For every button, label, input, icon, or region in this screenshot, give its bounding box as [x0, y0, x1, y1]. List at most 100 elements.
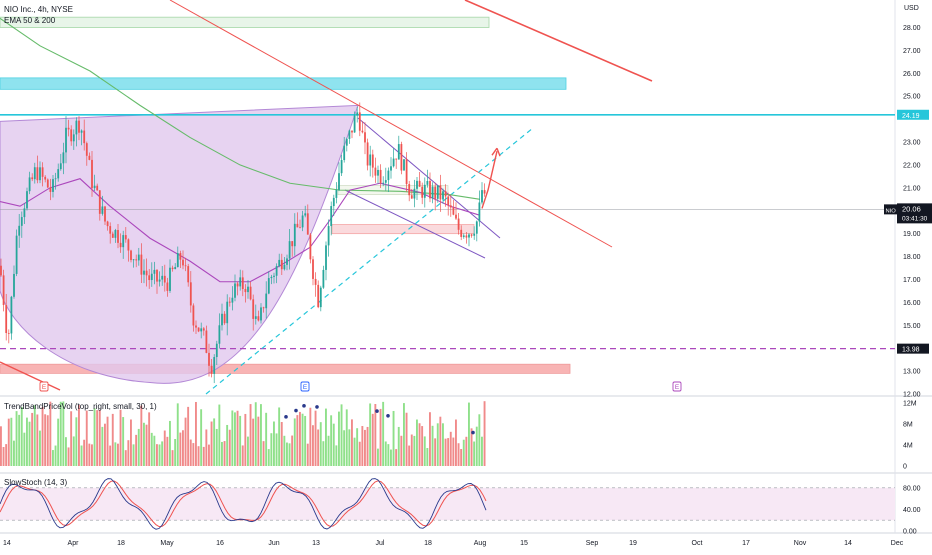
candle-body	[439, 185, 442, 200]
volume-bar	[462, 439, 465, 466]
price-axis-tick: 12.00	[903, 392, 921, 399]
volume-bar	[449, 431, 452, 466]
volume-bar	[111, 413, 114, 466]
volume-bar	[265, 412, 268, 466]
candle-body	[20, 217, 23, 226]
candle-body	[184, 265, 187, 267]
candle-body	[397, 144, 400, 160]
volume-bar	[101, 426, 104, 466]
candle-body	[470, 234, 473, 236]
candle-body	[304, 213, 307, 216]
volume-bar	[197, 446, 200, 466]
volume-axis-tick: 8M	[903, 422, 913, 429]
volume-bar	[221, 441, 223, 466]
candle-body	[460, 229, 463, 237]
candle-body	[299, 227, 301, 229]
volume-bar	[15, 411, 18, 466]
volume-bar	[408, 445, 411, 466]
candle-body	[418, 180, 421, 187]
volume-bar	[356, 428, 359, 466]
time-axis-tick: Apr	[68, 540, 80, 547]
symbol-tag-label: NIO	[886, 208, 897, 214]
candle-body	[236, 283, 239, 287]
volume-bar	[46, 415, 49, 466]
candle-body	[296, 223, 299, 228]
volume-bar	[143, 422, 145, 466]
volume-bar	[403, 403, 405, 466]
stoch-axis-tick: 40.00	[903, 507, 921, 514]
earnings-marker[interactable]	[300, 381, 310, 392]
volume-bar	[309, 407, 312, 466]
volume-bar	[135, 434, 138, 466]
candle-body	[67, 127, 70, 130]
symbol-header: NIO Inc., 4h, NYSE	[4, 5, 73, 14]
time-axis-tick: Dec	[891, 540, 904, 547]
candle-body	[189, 282, 192, 306]
volume-bar	[319, 422, 322, 466]
candle-body	[18, 225, 21, 236]
volume-bar	[257, 416, 260, 466]
volume-bar	[140, 405, 143, 466]
candle-body	[273, 275, 275, 277]
volume-bar	[72, 436, 75, 466]
candle-body	[72, 134, 75, 142]
volume-bar	[213, 418, 216, 466]
candle-body	[252, 299, 255, 319]
candle-body	[234, 283, 236, 298]
candle-body	[254, 316, 257, 319]
candle-body	[278, 259, 281, 267]
volume-bar	[291, 435, 294, 466]
stoch-axis-tick: 80.00	[903, 485, 921, 492]
volume-bar	[7, 418, 10, 466]
candle-body	[23, 208, 26, 218]
candle-body	[83, 130, 86, 144]
volume-bar	[26, 417, 28, 466]
volume-bar	[228, 429, 231, 466]
volume-bar	[31, 412, 34, 466]
candle-body	[358, 112, 361, 131]
earnings-marker[interactable]	[39, 381, 49, 392]
candle-body	[442, 191, 444, 200]
last-price-label: 20.06	[902, 204, 921, 213]
candle-body	[267, 278, 270, 294]
candle-body	[200, 328, 203, 332]
candle-body	[280, 259, 283, 270]
volume-bar	[288, 443, 291, 466]
candle-body	[483, 190, 486, 194]
volume-bar	[366, 426, 369, 466]
candle-body	[124, 235, 127, 240]
candle-body	[205, 330, 208, 353]
earnings-marker[interactable]	[672, 381, 682, 392]
volume-bar	[306, 443, 309, 466]
volume-bar	[444, 438, 447, 466]
volume-bar	[36, 414, 39, 466]
candle-body	[319, 287, 322, 308]
candle-body	[80, 130, 83, 133]
candle-body	[457, 218, 460, 230]
projection-arrow	[481, 151, 498, 209]
stoch-k-line	[0, 478, 487, 530]
candle-body	[174, 267, 177, 270]
candle-body	[119, 242, 122, 248]
volume-bar	[218, 404, 221, 466]
candle-body	[106, 221, 109, 227]
volume-bar	[18, 414, 21, 466]
candle-body	[88, 155, 91, 160]
candle-body	[335, 189, 338, 198]
candle-body	[244, 289, 247, 293]
candle-body	[387, 170, 390, 181]
candle-body	[223, 313, 226, 324]
volume-bar	[49, 401, 52, 466]
volume-bar	[296, 415, 299, 466]
volume-bar	[226, 424, 229, 466]
volume-bar	[371, 413, 374, 466]
candle-body	[371, 154, 374, 168]
candle-body	[226, 301, 229, 324]
price-axis-tick: 16.00	[903, 300, 921, 307]
candle-body	[426, 181, 429, 185]
volume-bar	[475, 426, 478, 466]
volume-bar	[176, 403, 179, 466]
volume-bar	[460, 448, 463, 466]
candle-body	[364, 132, 366, 143]
